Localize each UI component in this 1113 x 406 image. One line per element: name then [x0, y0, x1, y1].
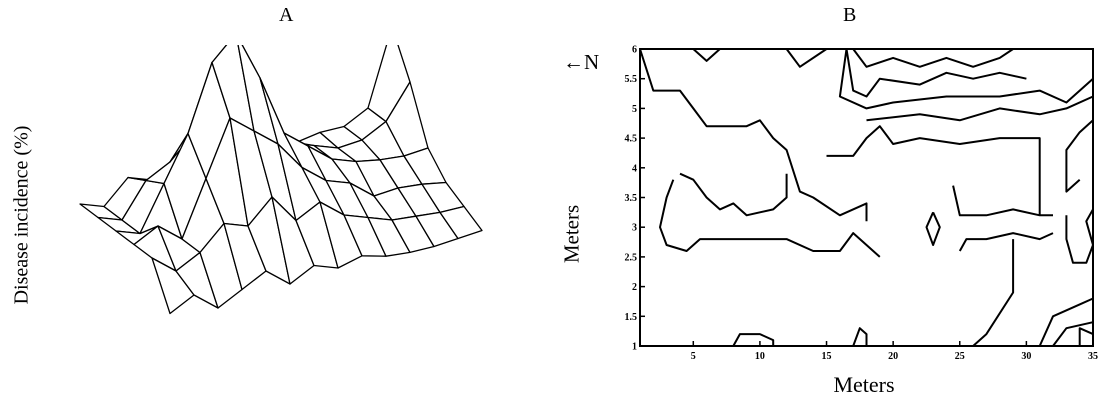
contour-line — [1065, 208, 1094, 264]
y-tick-label: 4.5 — [625, 134, 638, 145]
contour-line — [639, 48, 868, 222]
contour-line — [852, 48, 1014, 68]
contour-line — [1052, 321, 1094, 347]
contour-line — [952, 185, 1053, 217]
contour-line — [845, 48, 1027, 98]
y-tick-label: 1.5 — [625, 312, 638, 323]
contour-line — [826, 125, 1041, 216]
y-tick-label: 2.5 — [625, 252, 638, 263]
contour-line — [925, 211, 941, 246]
contour-line — [640, 48, 721, 62]
surface-facet — [439, 205, 483, 240]
y-tick-label: 2 — [632, 282, 637, 293]
contour-line — [1038, 297, 1094, 347]
panel-b-label: B — [843, 4, 857, 26]
north-arrow-annotation: ←N — [563, 50, 600, 74]
y-tick-label: 3 — [632, 223, 637, 234]
contour-line — [972, 239, 1015, 347]
contour-line — [852, 327, 868, 347]
y-tick-label: 6 — [632, 45, 637, 56]
contour-line — [785, 48, 828, 68]
y-tick-label: 4 — [632, 163, 637, 174]
x-tick-label: 35 — [1088, 351, 1098, 362]
y-tick-label: 5.5 — [625, 74, 638, 85]
y-tick-label: 1 — [632, 342, 637, 353]
x-tick-label: 20 — [888, 351, 898, 362]
x-tick-label: 30 — [1021, 351, 1031, 362]
x-tick-label: 5 — [691, 351, 696, 362]
y-tick-label: 5 — [632, 104, 637, 115]
panel-b-x-axis-label: Meters — [833, 372, 895, 397]
contour-line — [679, 172, 788, 217]
contour-plot: 5 10 15 20 25 30 35 1 1.5 2 2.5 3 3.5 4 4.5 5 5.5 6 — [625, 45, 1099, 363]
x-tick-label: 25 — [955, 351, 965, 362]
panel-a-label: A — [279, 4, 294, 26]
contour-line — [732, 333, 775, 347]
contour-line — [866, 95, 1094, 122]
panel-a-y-axis-label: Disease incidence (%) — [10, 125, 33, 305]
contour-line — [1065, 119, 1094, 193]
contour-line — [659, 179, 881, 258]
y-tick-label: 3.5 — [625, 193, 638, 204]
contour-line — [838, 48, 1094, 110]
x-tick-label: 15 — [822, 351, 832, 362]
contour-line — [1078, 327, 1094, 346]
contour-line — [958, 232, 1054, 252]
x-tick-label: 10 — [755, 351, 765, 362]
surface-plot — [79, 45, 483, 315]
